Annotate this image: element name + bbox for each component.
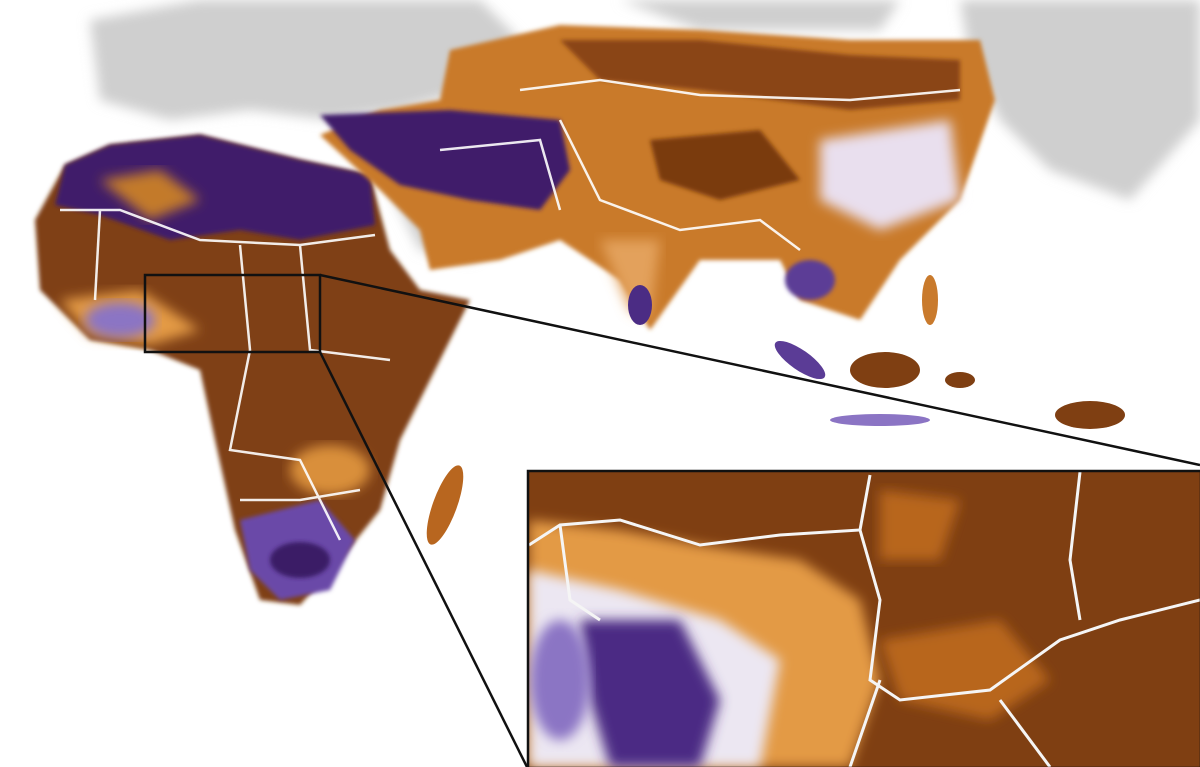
- north-asia: [620, 0, 900, 30]
- border: [998, 699, 1052, 767]
- zoom-box: [143, 273, 322, 354]
- south-india-zone: [628, 285, 652, 325]
- north-africa-zone: [55, 135, 375, 240]
- asia: [320, 25, 1125, 429]
- inset-purple-zone: [580, 620, 720, 767]
- europe: [90, 0, 520, 120]
- madagascar: [426, 465, 464, 545]
- east-asia: [960, 0, 1200, 200]
- border: [1068, 472, 1082, 621]
- border: [439, 138, 562, 211]
- inset-chad-zone: [880, 490, 960, 560]
- island: [945, 372, 975, 388]
- zoom-line: [319, 273, 1200, 467]
- zoom-line: [318, 351, 529, 767]
- border: [858, 529, 1200, 702]
- inset-frame: [526, 469, 1200, 767]
- border: [228, 244, 342, 541]
- southern-africa-core: [270, 542, 330, 578]
- coast-zone: [85, 302, 155, 338]
- north-asia-zone: [560, 40, 960, 110]
- middle-east-zone: [320, 110, 570, 210]
- border: [558, 524, 601, 622]
- island: [850, 352, 920, 388]
- asia-borders: [439, 78, 961, 251]
- africa: [35, 135, 470, 605]
- border: [519, 78, 961, 102]
- island: [922, 275, 938, 325]
- east-africa-zone: [290, 445, 370, 495]
- islands: [774, 275, 1125, 429]
- sahara-zone: [100, 170, 200, 220]
- border: [240, 488, 361, 502]
- africa-land: [35, 135, 470, 605]
- africa-borders: [60, 208, 391, 541]
- border: [298, 244, 391, 362]
- border: [93, 209, 102, 301]
- border: [558, 119, 801, 251]
- east-china-zone: [820, 120, 960, 230]
- island: [830, 414, 930, 426]
- indochina-zone: [785, 260, 835, 300]
- inset-west-zone: [530, 620, 590, 740]
- inset-car-zone: [880, 620, 1050, 720]
- island: [1055, 401, 1125, 429]
- inset-borders: [529, 472, 1200, 767]
- border: [848, 679, 882, 767]
- china-core: [650, 130, 800, 200]
- inset: [526, 469, 1200, 767]
- island: [774, 340, 826, 380]
